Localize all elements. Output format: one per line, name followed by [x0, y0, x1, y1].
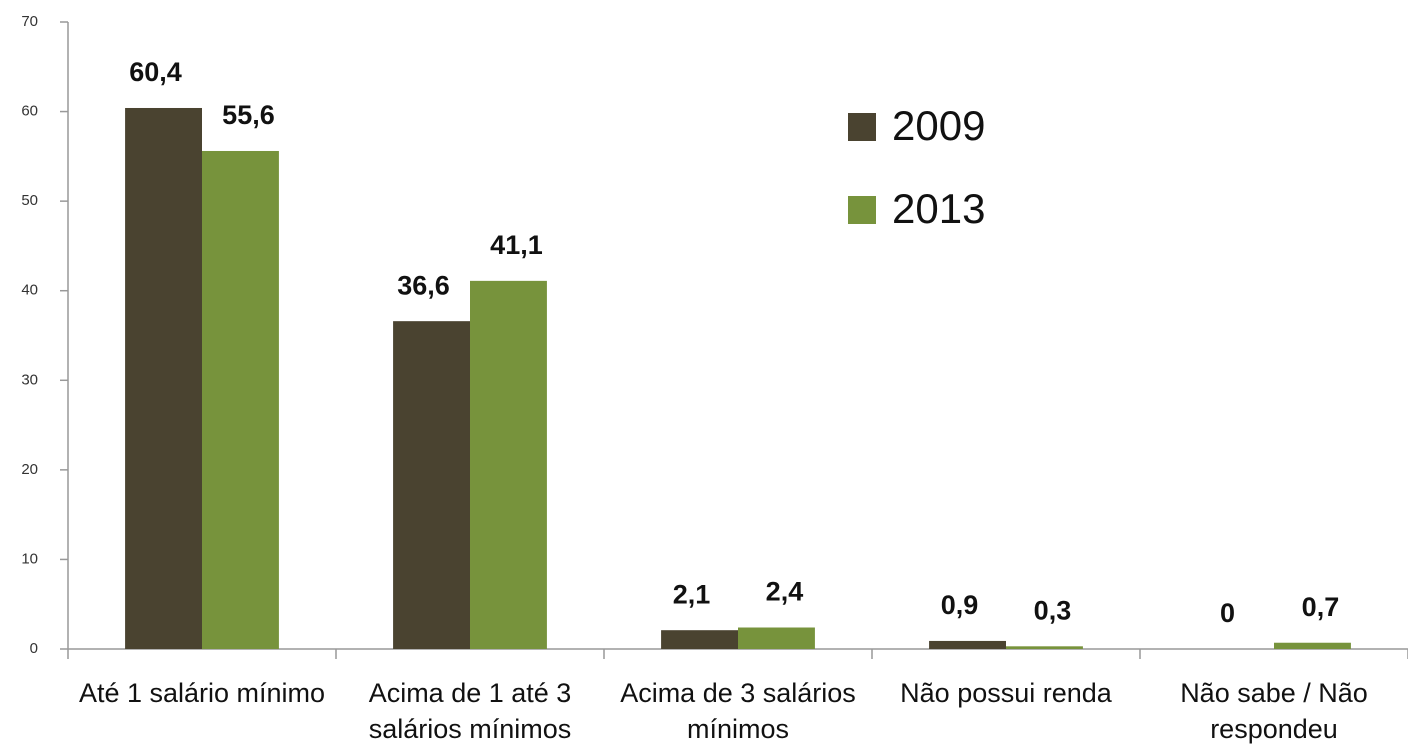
y-tick-label: 50 [21, 192, 38, 209]
legend-swatch [848, 196, 876, 224]
bar [470, 280, 547, 649]
value-label: 55,6 [222, 100, 275, 130]
y-tick-label: 0 [30, 640, 38, 657]
bar [929, 640, 1006, 649]
x-tick-label: Até 1 salário mínimo [78, 678, 326, 708]
legend-label: 2013 [892, 185, 985, 232]
value-label: 0,7 [1302, 592, 1340, 622]
legend-swatch [848, 113, 876, 141]
x-tick-label: Acima de 3 salários mínimos [620, 678, 856, 744]
value-label: 41,1 [490, 230, 543, 260]
bar [125, 107, 202, 649]
bar [393, 321, 470, 649]
value-label: 60,4 [129, 57, 182, 87]
x-tick-label: Não possui renda [900, 678, 1112, 708]
value-label: 0 [1220, 598, 1235, 628]
value-label: 0,9 [941, 590, 979, 620]
x-tick-label: Acima de 1 até 3 salários mínimos [368, 678, 572, 744]
bar [738, 627, 815, 649]
y-tick-label: 30 [21, 371, 38, 388]
value-label: 2,4 [766, 577, 804, 607]
y-tick-label: 10 [21, 550, 38, 567]
value-label: 2,1 [673, 579, 711, 609]
bar [202, 150, 279, 650]
y-tick-label: 60 [21, 103, 38, 120]
bar [661, 630, 738, 649]
y-tick-label: 70 [21, 13, 38, 30]
bar [1274, 642, 1351, 649]
legend-label: 2009 [892, 102, 985, 149]
x-tick-label: Não sabe / Não respondeu [1180, 678, 1368, 744]
y-tick-label: 40 [21, 282, 38, 299]
value-label: 36,6 [397, 270, 450, 300]
value-label: 0,3 [1034, 595, 1072, 625]
bar [1006, 646, 1083, 649]
y-tick-label: 20 [21, 461, 38, 478]
